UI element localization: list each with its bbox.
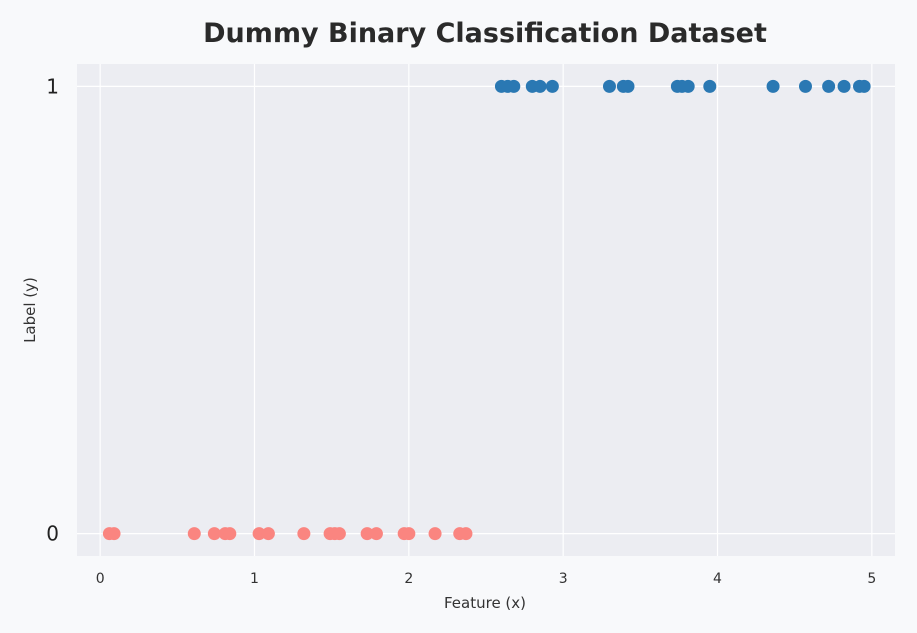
data-point — [252, 527, 266, 541]
data-point — [533, 79, 547, 93]
data-point — [837, 79, 851, 93]
x-tick-labels: 0 1 2 3 4 5 — [96, 571, 877, 587]
data-point — [207, 527, 221, 541]
data-point — [332, 527, 346, 541]
plot-area — [77, 64, 895, 556]
data-point — [545, 79, 559, 93]
data-point — [261, 527, 275, 541]
x-axis-label: Feature (x) — [444, 594, 526, 612]
data-point — [402, 527, 416, 541]
x-tick-label: 5 — [867, 571, 876, 587]
y-tick-label: 1 — [46, 74, 59, 98]
data-point — [798, 79, 812, 93]
data-point — [703, 79, 717, 93]
data-points — [102, 79, 871, 541]
data-point — [369, 527, 383, 541]
x-tick-label: 1 — [250, 571, 259, 587]
data-point — [507, 79, 521, 93]
y-tick-labels: 01 — [46, 74, 59, 545]
data-point — [223, 527, 237, 541]
data-point — [297, 527, 311, 541]
data-point — [822, 79, 836, 93]
y-axis-label: Label (y) — [21, 277, 39, 343]
data-point — [602, 79, 616, 93]
x-tick-label: 2 — [404, 571, 413, 587]
data-point — [187, 527, 201, 541]
data-point — [360, 527, 374, 541]
y-tick-label: 0 — [46, 522, 59, 546]
data-point — [857, 79, 871, 93]
data-point — [428, 527, 442, 541]
data-point — [621, 79, 635, 93]
data-point — [107, 527, 121, 541]
x-tick-label: 3 — [559, 571, 568, 587]
x-tick-label: 4 — [713, 571, 722, 587]
chart-title: Dummy Binary Classification Dataset — [203, 18, 767, 49]
x-tick-label: 0 — [96, 571, 105, 587]
data-point — [766, 79, 780, 93]
data-point — [681, 79, 695, 93]
data-point — [459, 527, 473, 541]
